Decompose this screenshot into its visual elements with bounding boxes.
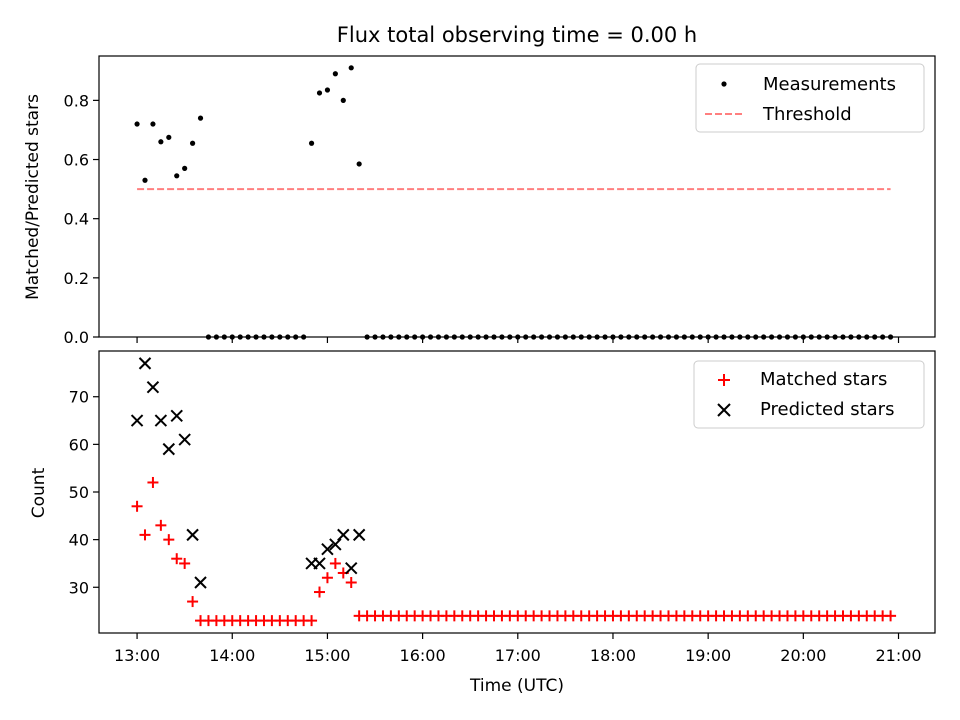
bottom-plot: 30 40 50 60 70 13:00 14:00 15:00 16:00 17:00 18:00… [69,350,936,665]
matched-stars-point [321,572,333,584]
matched-stars-point [131,500,143,512]
measurement-point [166,134,172,140]
matched-stars-point [139,529,151,541]
x-tick-label: 14:00 [209,646,255,665]
matched-stars-point [187,596,199,608]
predicted-stars-point [170,409,183,422]
predicted-stars-point [313,557,326,570]
y-tick-label: 50 [69,483,89,502]
y-tick-label: 0.8 [64,91,89,110]
bottom-legend-box [693,360,925,429]
top-chart-title: Flux total observing time = 0.00 h [337,23,697,47]
matched-stars-point [147,476,159,488]
measurement-point [182,165,188,171]
predicted-stars-point [337,528,350,542]
y-tick-label: 70 [69,388,89,407]
matched-stars-point [306,615,318,627]
top-plot: 0.0 0.2 0.4 0.6 0.8 [64,55,936,347]
matched-stars-point [171,553,183,565]
measurement-point [356,161,362,167]
measurement-point [150,121,156,127]
x-tick-label: 20:00 [780,646,826,665]
x-tick-label: 15:00 [304,646,350,665]
legend-matched-label: Matched stars [760,369,887,390]
measurement-point [197,115,204,121]
y-tick-label: 30 [69,578,89,597]
measurement-point [142,177,148,183]
legend-predicted-marker [717,403,731,417]
matched-stars-point [314,586,326,598]
matched-stars-point [885,610,897,622]
predicted-stars-point [154,414,168,427]
predicted-stars-point [186,528,199,542]
x-tick-label: 16:00 [400,646,446,665]
y-tick-label: 40 [69,531,89,550]
y-tick-label: 0.6 [64,151,89,170]
plot-frame [98,55,936,338]
predicted-stars-point [329,538,342,551]
x-tick-label: 21:00 [875,646,921,665]
top-y-axis-label: Matched/Predicted stars [23,94,43,300]
y-tick-label: 0.2 [64,269,89,288]
y-tick-label: 0.0 [64,328,89,347]
legend-predicted-label: Predicted stars [760,399,894,420]
measurement-point [340,97,346,103]
measurement-point [308,140,315,146]
x-tick-label: 19:00 [685,646,731,665]
matched-stars-point [329,557,341,569]
top-legend-box [695,63,925,133]
measurement-point [134,121,140,127]
predicted-stars-point [146,380,160,394]
measurement-point [316,90,323,96]
matched-stars-point [155,519,167,531]
x-tick-label: 13:00 [114,646,160,665]
y-tick-label: 0.4 [64,210,89,229]
measurement-point [332,71,338,77]
measurement-point [348,65,354,71]
bottom-y-axis-label: Count [29,467,49,518]
matched-stars-point [345,577,357,589]
matched-stars-point [163,534,175,546]
x-tick-label: 18:00 [590,646,636,665]
x-tick-label: 17:00 [495,646,541,665]
legend-matched-marker [718,374,730,386]
legend-threshold-label: Threshold [762,104,852,125]
predicted-stars-point [321,542,334,556]
predicted-stars-point [352,528,366,542]
top-legend: Measurements Threshold [695,63,925,133]
bottom-legend: Matched stars Predicted stars [693,360,925,429]
legend-measurements-marker [721,81,727,87]
measurement-point [158,139,164,145]
predicted-stars-point [130,414,144,427]
y-tick-label: 60 [69,435,89,454]
legend-measurements-label: Measurements [763,74,896,95]
predicted-stars-point [194,576,207,589]
predicted-stars-point [345,562,358,575]
plot-frame [98,350,936,634]
predicted-stars-point [178,433,191,446]
measurement-point [324,87,331,93]
measurement-point [189,140,196,146]
bottom-x-axis-label: Time (UTC) [469,676,564,696]
predicted-stars-point [138,357,152,370]
matched-stars-point [179,557,191,569]
predicted-stars-point [162,442,176,456]
measurement-point [174,173,180,179]
